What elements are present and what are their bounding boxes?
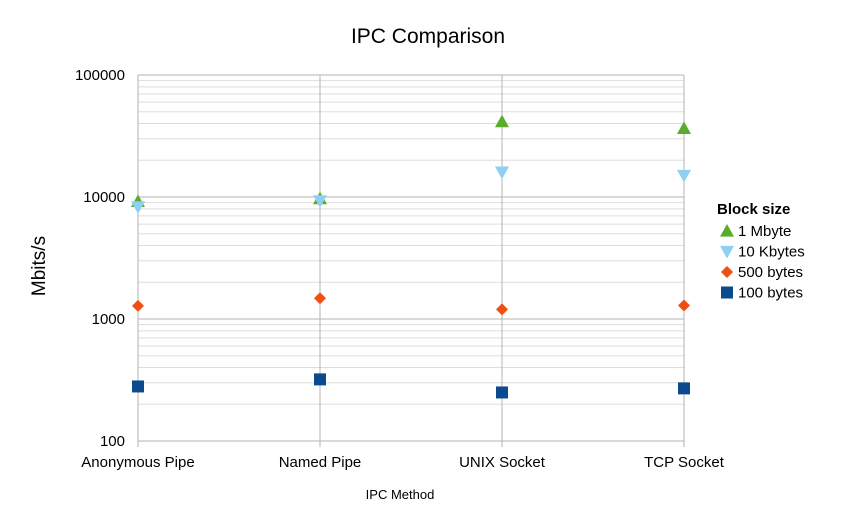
y-tick-label: 10000: [83, 189, 125, 206]
x-tick-label: TCP Socket: [644, 454, 725, 471]
y-tick-labels: 100 1000 10000 100000: [75, 67, 125, 450]
legend-marker-100-bytes: [721, 286, 733, 299]
data-point-10-kbytes: [677, 169, 691, 183]
data-point-1-mbyte: [495, 114, 509, 128]
legend-label-1-mbyte: 1 Mbyte: [738, 223, 791, 240]
x-axis-label: IPC Method: [366, 487, 435, 502]
legend-marker-1-mbyte: [720, 224, 734, 237]
legend-title: Block size: [717, 201, 790, 218]
data-point-500-bytes: [314, 292, 326, 305]
data-point-100-bytes: [132, 380, 144, 393]
data-point-500-bytes: [678, 299, 690, 312]
legend-label-10-kbytes: 10 Kbytes: [738, 244, 805, 261]
y-tick-label: 100: [100, 433, 125, 450]
data-point-10-kbytes: [313, 195, 327, 208]
y-tick-label: 1000: [92, 311, 125, 328]
chart-title: IPC Comparison: [351, 25, 505, 48]
data-point-10-kbytes: [495, 166, 509, 180]
x-tick-label: Named Pipe: [279, 454, 362, 471]
legend-label-100-bytes: 100 bytes: [738, 285, 803, 302]
data-point-1-mbyte: [677, 121, 691, 135]
grid: [137, 74, 685, 447]
x-tick-label: UNIX Socket: [459, 454, 546, 471]
y-tick-label: 100000: [75, 67, 125, 84]
x-tick-labels: Anonymous Pipe Named Pipe UNIX Socket TCP S…: [81, 454, 724, 471]
axes: [137, 75, 684, 442]
legend: Block size 1 Mbyte 10 Kbytes 500 bytes 100 …: [717, 201, 805, 302]
data-point-500-bytes: [132, 299, 144, 312]
data-point-500-bytes: [496, 303, 508, 316]
data-point-100-bytes: [314, 373, 326, 386]
legend-label-500-bytes: 500 bytes: [738, 264, 803, 281]
y-axis-label: Mbits/s: [29, 236, 50, 296]
legend-marker-500-bytes: [721, 266, 733, 278]
data-point-100-bytes: [496, 386, 508, 399]
data-point-100-bytes: [678, 382, 690, 395]
data-point-10-kbytes: [131, 201, 145, 214]
data-points: [131, 114, 691, 399]
x-tick-label: Anonymous Pipe: [81, 454, 194, 471]
legend-marker-10-kbytes: [720, 245, 734, 259]
